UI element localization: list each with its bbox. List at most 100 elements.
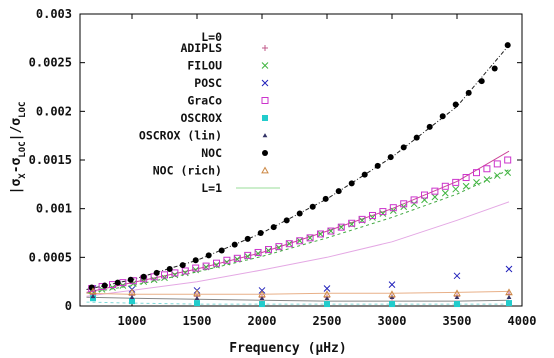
y-tick-label: 0.003 <box>36 7 72 21</box>
data-point <box>452 185 460 193</box>
legend-title-l0: L=0 <box>201 30 222 44</box>
data-point <box>348 219 356 227</box>
x-tick-label: 1000 <box>118 314 147 328</box>
data-point <box>244 235 251 242</box>
y-tick-label: 0.0025 <box>29 56 72 70</box>
data-point <box>213 259 220 267</box>
l1-line <box>86 150 510 293</box>
legend-label: POSC <box>194 76 222 90</box>
data-point <box>179 262 186 269</box>
data-point <box>439 113 446 120</box>
data-point <box>441 189 449 197</box>
data-point <box>388 281 396 288</box>
data-point <box>465 89 472 96</box>
data-point <box>223 256 231 264</box>
data-point <box>181 267 189 275</box>
data-point <box>324 295 330 301</box>
data-point <box>194 295 200 301</box>
data-point <box>369 211 376 219</box>
data-point <box>171 269 179 277</box>
data-point <box>348 180 355 187</box>
data-point <box>473 169 480 177</box>
data-point <box>410 200 418 208</box>
x-tick-label: 4000 <box>508 314 537 328</box>
data-point <box>161 271 168 279</box>
y-tick-label: 0.0005 <box>29 250 72 264</box>
data-point <box>413 134 420 141</box>
data-point <box>473 179 480 186</box>
data-point <box>317 230 324 238</box>
data-point <box>129 294 135 300</box>
data-point <box>379 210 387 217</box>
x-tick-label: 2000 <box>248 314 277 328</box>
data-point <box>192 266 200 274</box>
data-point <box>233 254 241 262</box>
data-point <box>275 243 283 251</box>
data-point <box>166 266 173 273</box>
data-point <box>181 269 189 277</box>
data-point <box>324 301 330 308</box>
legend-label: OSCROX (lin) <box>139 129 222 143</box>
data-point <box>478 78 485 85</box>
data-point <box>259 295 265 301</box>
data-point <box>323 290 331 298</box>
data-point <box>194 300 200 307</box>
legend-marker <box>262 45 268 51</box>
l1-line <box>86 169 510 294</box>
y-tick-label: 0.002 <box>36 104 72 118</box>
axes: 1000 1500 2000 2500 3000 3500 4000 0 0.0005 0.001… <box>29 7 537 328</box>
data-point <box>369 214 376 221</box>
data-point <box>205 252 212 259</box>
data-point <box>309 203 316 210</box>
data-point <box>193 289 201 297</box>
data-point <box>462 182 470 190</box>
data-point <box>322 195 329 202</box>
data-point <box>335 188 342 195</box>
x-tick-label: 3500 <box>443 314 472 328</box>
x-tick-label: 3000 <box>378 314 407 328</box>
legend-label: NOC <box>201 146 222 160</box>
data-point <box>506 294 512 300</box>
data-point <box>454 301 460 308</box>
l1-line <box>86 301 509 305</box>
data-point <box>462 174 470 182</box>
legend-marker <box>261 62 269 69</box>
data-point <box>128 288 136 296</box>
data-point <box>504 156 512 164</box>
data-point <box>505 265 513 273</box>
data-point <box>389 301 395 308</box>
data-point <box>283 217 290 224</box>
data-point <box>296 237 304 245</box>
data-point <box>327 227 335 235</box>
data-point <box>431 193 439 201</box>
data-point <box>140 273 147 280</box>
data-point <box>202 262 210 270</box>
l1-line <box>86 44 510 290</box>
data-point <box>387 154 394 161</box>
data-point <box>358 215 366 223</box>
data-point <box>421 191 428 199</box>
data-point <box>259 301 265 308</box>
y-tick-label: 0.001 <box>36 202 72 216</box>
data-point <box>361 171 368 178</box>
data-point <box>306 234 314 242</box>
legend-marker <box>261 97 269 104</box>
data-point <box>90 293 96 299</box>
data-point <box>374 162 381 169</box>
data-point <box>410 196 418 204</box>
data-point <box>285 240 293 248</box>
data-point <box>431 187 439 195</box>
data-point <box>171 271 179 279</box>
data-point <box>90 295 96 302</box>
data-point <box>257 230 264 236</box>
data-point <box>285 240 293 248</box>
data-point <box>89 287 97 295</box>
data-point <box>244 251 252 259</box>
data-point <box>493 172 501 179</box>
data-point <box>327 227 335 235</box>
legend-marker <box>261 79 269 87</box>
data-point <box>379 208 387 216</box>
data-point <box>400 200 408 208</box>
